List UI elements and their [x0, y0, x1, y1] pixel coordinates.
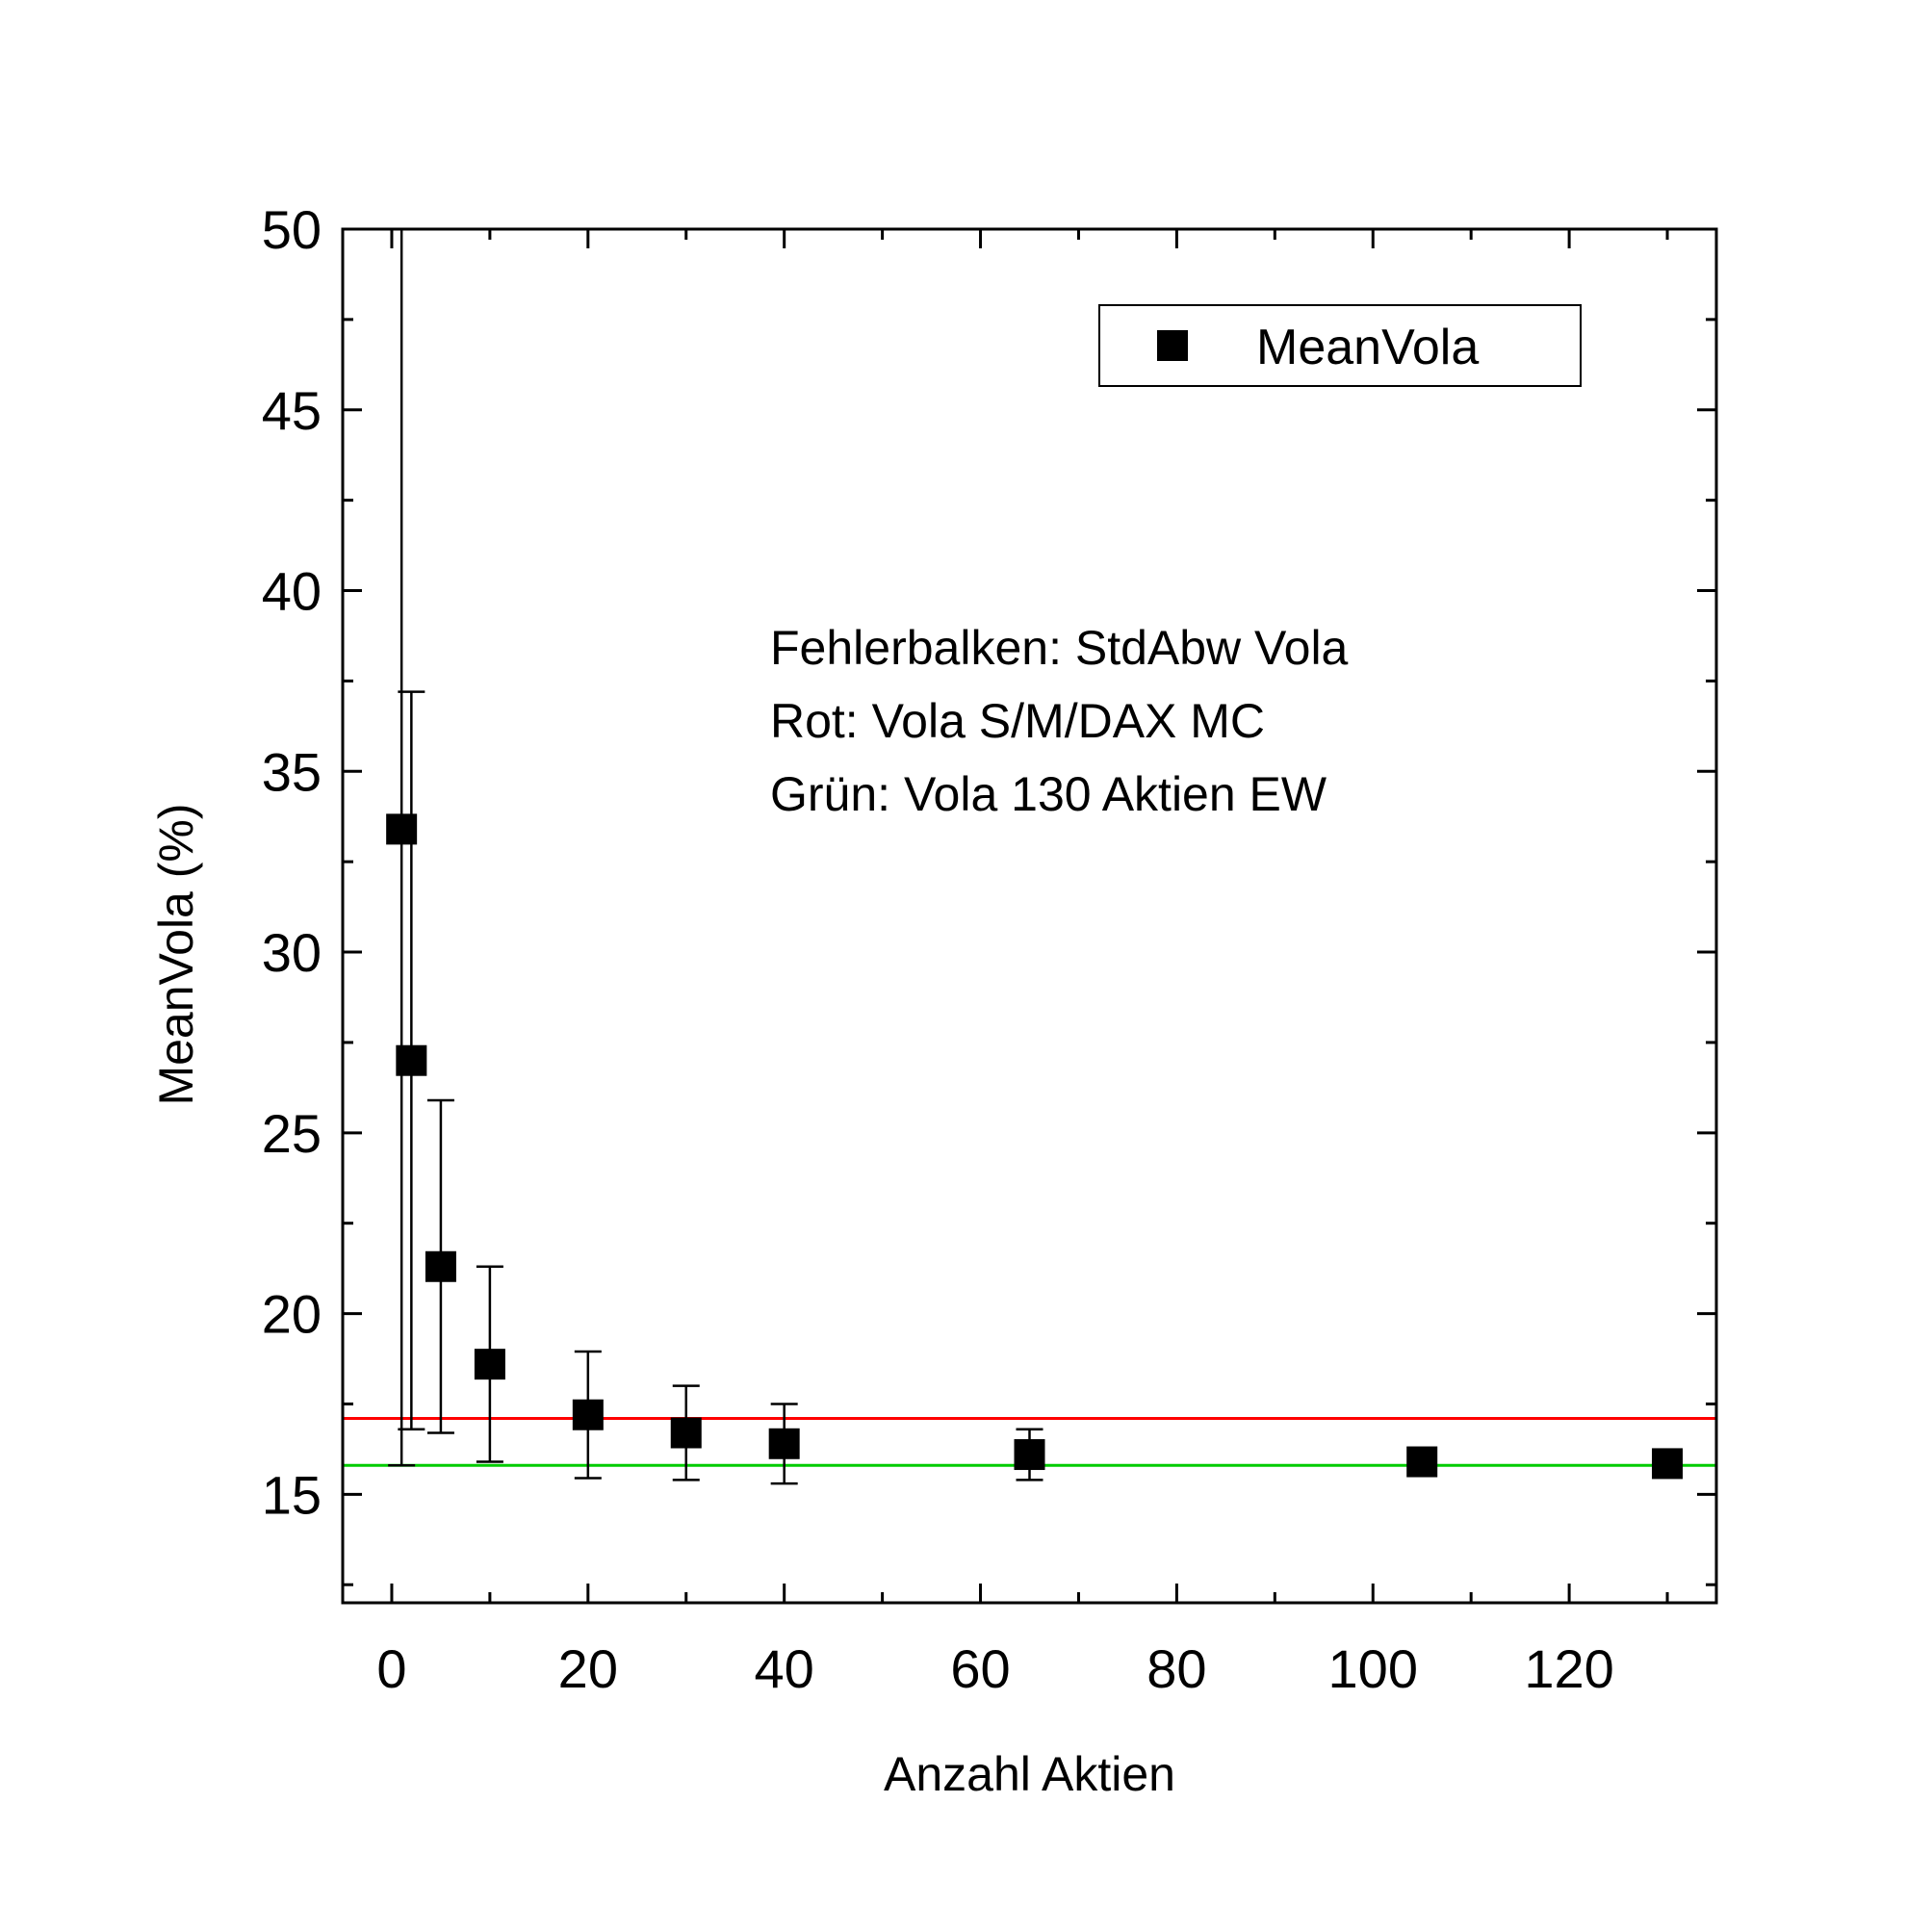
legend-marker-square [1157, 330, 1188, 361]
data-point [768, 1428, 800, 1459]
data-point [396, 1044, 427, 1076]
x-axis-label: Anzahl Aktien [884, 1747, 1175, 1801]
y-tick-label: 15 [262, 1464, 322, 1525]
x-tick-label: 40 [755, 1638, 814, 1699]
x-tick-label: 120 [1524, 1638, 1613, 1699]
plot-frame [341, 227, 1718, 1605]
legend-label: MeanVola [1256, 320, 1479, 375]
data-point [474, 1349, 505, 1380]
y-tick-label: 20 [262, 1284, 322, 1345]
x-tick-label: 60 [950, 1638, 1010, 1699]
data-layer [386, 229, 1684, 1485]
x-tick-label: 80 [1146, 1638, 1206, 1699]
legend: MeanVola [1098, 304, 1582, 387]
y-tick-label: 35 [262, 741, 322, 802]
y-tick-label: 40 [262, 561, 322, 622]
data-point [1406, 1446, 1438, 1478]
data-point [670, 1417, 702, 1449]
ticks-layer: 0 20 40 60 80 100 120 15 20 25 30 35 40 45 50 [262, 199, 1716, 1699]
annotation-error-bars: Fehlerbalken: StdAbw Vola [770, 621, 1349, 675]
y-tick-label: 30 [262, 922, 322, 983]
y-tick-label: 50 [262, 199, 322, 260]
y-tick-label: 45 [262, 380, 322, 441]
x-tick-label: 20 [558, 1638, 618, 1699]
x-tick-label: 0 [376, 1638, 406, 1699]
data-point [425, 1250, 456, 1282]
data-point [1652, 1448, 1684, 1480]
annotation-green-line: Grün: Vola 130 Aktien EW [770, 767, 1327, 821]
x-tick-label: 100 [1328, 1638, 1418, 1699]
data-point [572, 1399, 604, 1430]
y-tick-label: 25 [262, 1103, 322, 1164]
data-point [1014, 1439, 1045, 1471]
annotation-red-line: Rot: Vola S/M/DAX MC [770, 694, 1265, 748]
annotation-block: Fehlerbalken: StdAbw Vola Rot: Vola S/M/… [770, 621, 1349, 821]
y-axis-label: MeanVola (%) [149, 803, 203, 1105]
